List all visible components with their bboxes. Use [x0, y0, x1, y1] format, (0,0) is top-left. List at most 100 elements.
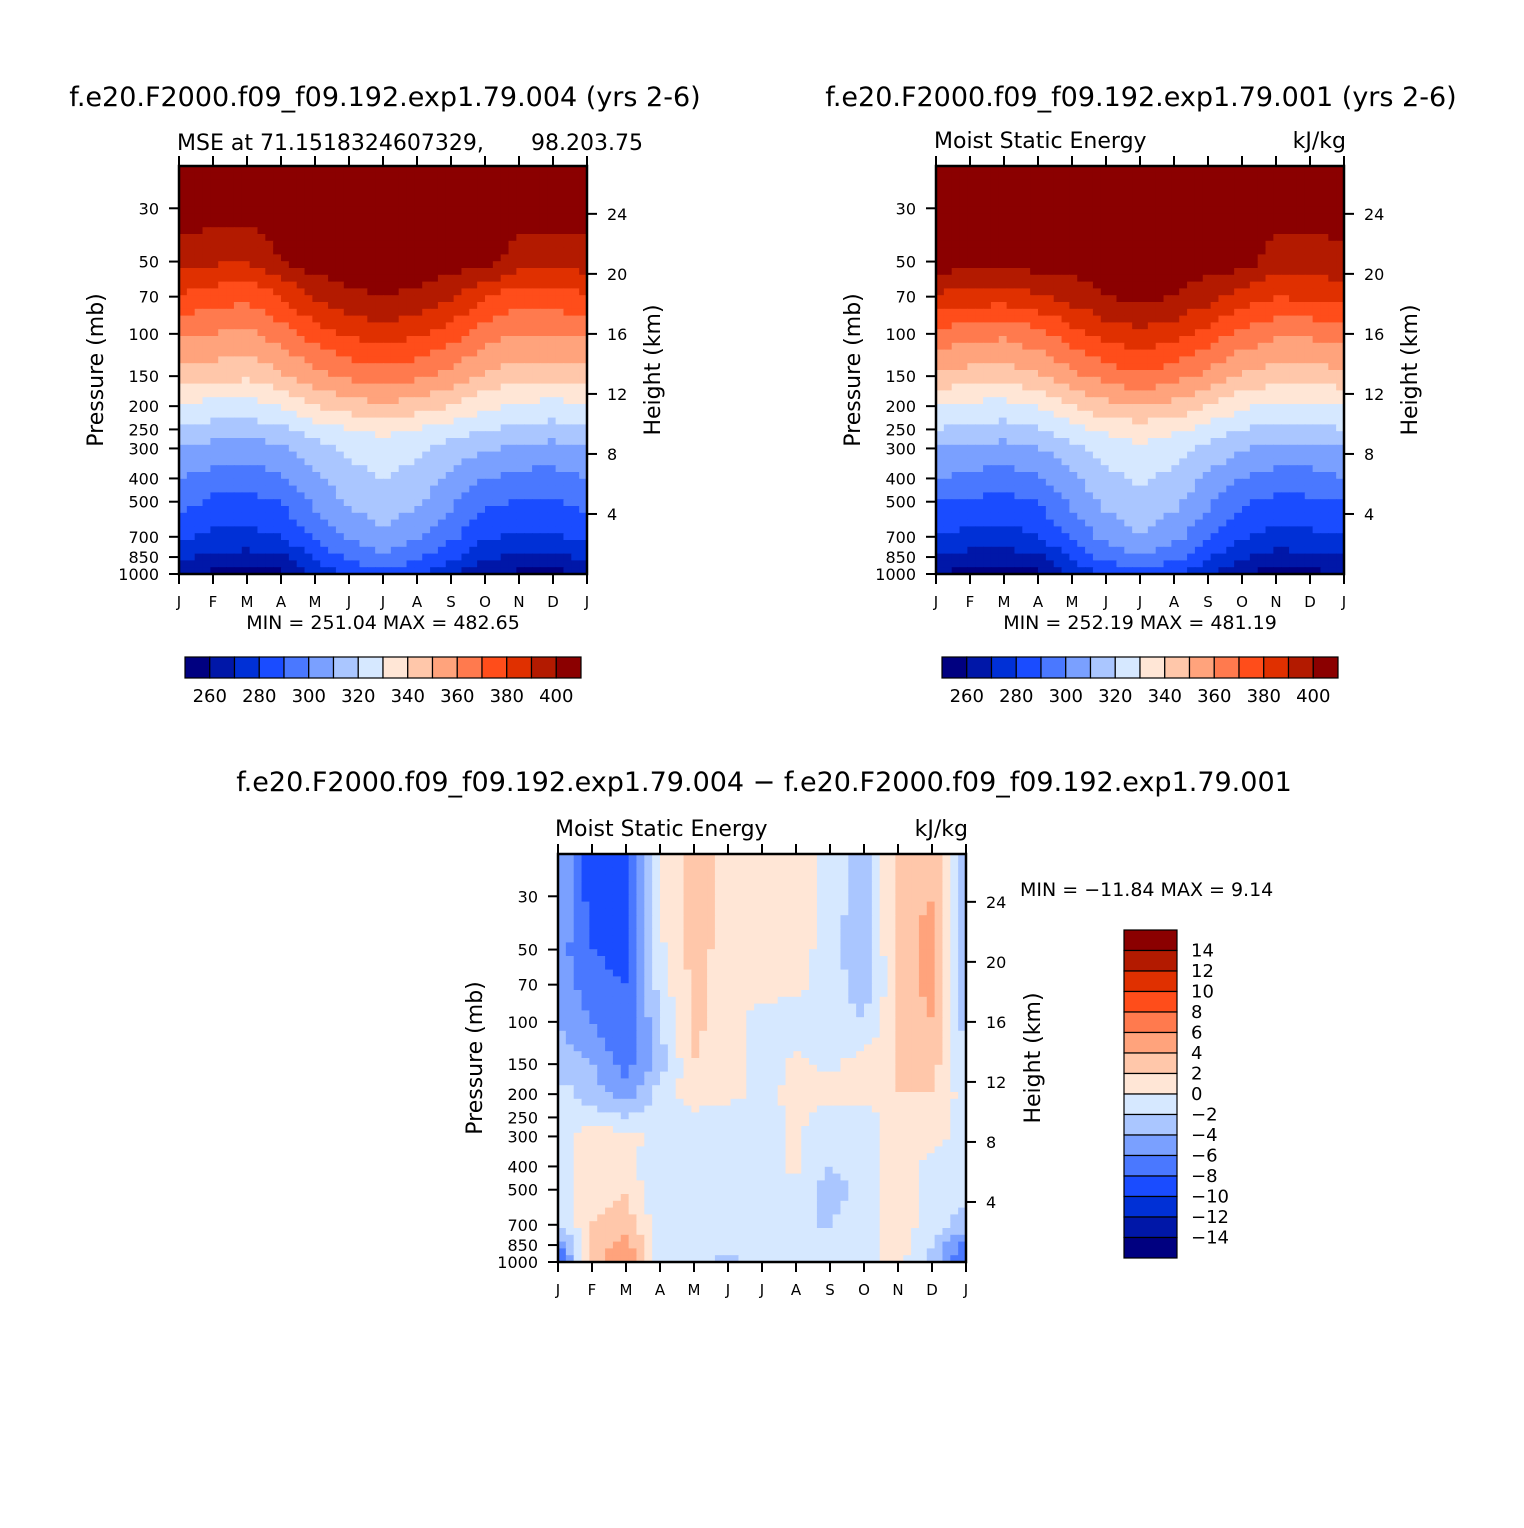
- contour-cell: [1054, 248, 1062, 255]
- contour-cell: [1187, 329, 1195, 336]
- contour-cell: [391, 254, 399, 261]
- contour-cell: [1030, 214, 1038, 221]
- contour-cell: [509, 356, 517, 363]
- contour-cell: [1289, 186, 1297, 193]
- contour-cell: [516, 322, 524, 329]
- contour-cell: [1250, 390, 1258, 397]
- contour-cell: [556, 309, 564, 316]
- contour-cell: [1030, 200, 1038, 207]
- contour-cell: [532, 214, 540, 221]
- contour-cell: [563, 322, 571, 329]
- contour-cell: [1289, 329, 1297, 336]
- contour-cell: [1022, 248, 1030, 255]
- contour-cell: [563, 316, 571, 323]
- contour-cell: [203, 411, 211, 418]
- contour-cell: [1305, 350, 1313, 357]
- contour-cell: [187, 554, 195, 561]
- contour-cell: [422, 452, 430, 459]
- x-tick-label: A: [412, 593, 423, 611]
- contour-cell: [944, 261, 952, 268]
- contour-cell: [359, 275, 367, 282]
- contour-cell: [1132, 322, 1140, 329]
- contour-cell: [524, 479, 532, 486]
- contour-cell: [328, 452, 336, 459]
- panel-1-subtitle-right: 98.203.75: [531, 131, 643, 156]
- contour-cell: [257, 241, 265, 248]
- contour-cell: [250, 411, 258, 418]
- contour-cell: [540, 526, 548, 533]
- contour-cell: [1038, 268, 1046, 275]
- contour-cell: [234, 322, 242, 329]
- contour-cell: [532, 479, 540, 486]
- contour-cell: [1109, 261, 1117, 268]
- contour-cell: [195, 214, 203, 221]
- contour-cell: [344, 560, 352, 567]
- contour-cell: [1116, 180, 1124, 187]
- contour-cell: [265, 431, 273, 438]
- contour-cell: [1124, 295, 1132, 302]
- contour-cell: [454, 513, 462, 520]
- contour-cell: [540, 336, 548, 343]
- contour-cell: [1281, 377, 1289, 384]
- contour-cell: [242, 356, 250, 363]
- contour-cell: [305, 227, 313, 234]
- contour-cell: [179, 261, 187, 268]
- contour-cell: [234, 234, 242, 241]
- contour-cell: [273, 533, 281, 540]
- contour-cell: [344, 547, 352, 554]
- contour-cell: [320, 200, 328, 207]
- contour-cell: [1250, 322, 1258, 329]
- contour-cell: [226, 404, 234, 411]
- contour-cell: [407, 465, 415, 472]
- contour-cell: [1109, 390, 1117, 397]
- contour-cell: [1305, 220, 1313, 227]
- contour-cell: [461, 418, 469, 425]
- contour-cell: [375, 214, 383, 221]
- contour-cell: [1007, 193, 1015, 200]
- contour-cell: [960, 268, 968, 275]
- contour-cell: [1195, 370, 1203, 377]
- contour-cell: [1171, 186, 1179, 193]
- contour-cell: [367, 356, 375, 363]
- contour-cell: [501, 227, 509, 234]
- contour-cell: [297, 234, 305, 241]
- contour-cell: [571, 445, 579, 452]
- contour-cell: [312, 186, 320, 193]
- contour-cell: [391, 241, 399, 248]
- contour-cell: [320, 520, 328, 527]
- contour-cell: [1281, 316, 1289, 323]
- contour-cell: [391, 458, 399, 465]
- contour-cell: [399, 288, 407, 295]
- contour-cell: [540, 513, 548, 520]
- contour-cell: [1187, 288, 1195, 295]
- contour-cell: [1156, 214, 1164, 221]
- y2-tick-label: 20: [607, 265, 627, 284]
- contour-cell: [359, 329, 367, 336]
- contour-cell: [1250, 350, 1258, 357]
- contour-cell: [265, 329, 273, 336]
- contour-cell: [1171, 316, 1179, 323]
- contour-cell: [422, 499, 430, 506]
- contour-cell: [944, 390, 952, 397]
- contour-cell: [1156, 295, 1164, 302]
- contour-cell: [944, 329, 952, 336]
- contour-cell: [944, 214, 952, 221]
- contour-cell: [226, 424, 234, 431]
- contour-cell: [320, 411, 328, 418]
- contour-cell: [1297, 377, 1305, 384]
- contour-cell: [1179, 227, 1187, 234]
- contour-cell: [524, 254, 532, 261]
- contour-cell: [999, 248, 1007, 255]
- contour-cell: [1046, 316, 1054, 323]
- contour-cell: [571, 356, 579, 363]
- contour-cell: [516, 370, 524, 377]
- contour-cell: [1062, 234, 1070, 241]
- contour-cell: [407, 336, 415, 343]
- contour-cell: [359, 458, 367, 465]
- contour-cell: [501, 513, 509, 520]
- contour-cell: [1077, 336, 1085, 343]
- contour-cell: [556, 329, 564, 336]
- contour-cell: [1007, 207, 1015, 214]
- contour-cell: [1258, 214, 1266, 221]
